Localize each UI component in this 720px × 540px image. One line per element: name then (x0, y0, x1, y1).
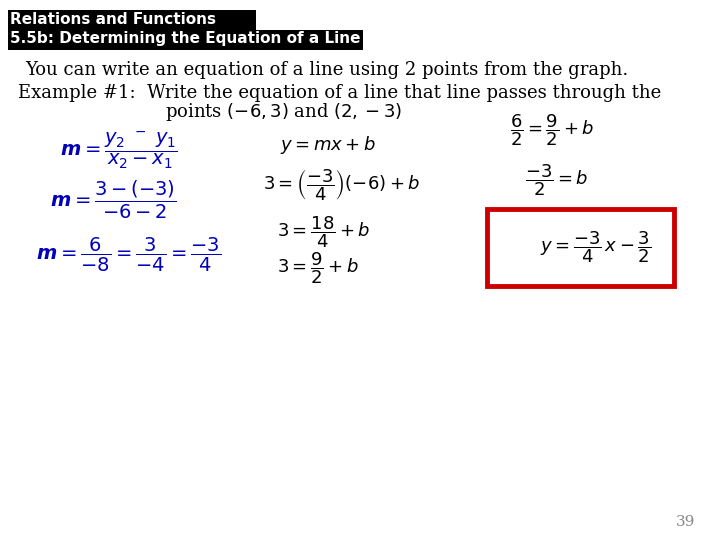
Text: 39: 39 (675, 515, 695, 529)
Text: $\dfrac{-3}{2} = b$: $\dfrac{-3}{2} = b$ (525, 162, 588, 198)
Bar (8, 10, 256, 30)
Text: Relations and Functions: Relations and Functions (10, 11, 216, 26)
Text: $y = mx + b$: $y = mx + b$ (280, 134, 376, 156)
Text: $3 = \dfrac{18}{4} + b$: $3 = \dfrac{18}{4} + b$ (277, 214, 370, 250)
Text: $3 = \left(\dfrac{-3}{4}\right)(-6) + b$: $3 = \left(\dfrac{-3}{4}\right)(-6) + b$ (263, 167, 420, 203)
Text: 5.5b: Determining the Equation of a Line: 5.5b: Determining the Equation of a Line (10, 31, 361, 46)
Text: $\boldsymbol{m} = \dfrac{3-(-3)}{-6-2}$: $\boldsymbol{m} = \dfrac{3-(-3)}{-6-2}$ (50, 179, 176, 221)
Text: $\boldsymbol{m} = \dfrac{6}{-8} = \dfrac{3}{-4} = \dfrac{-3}{4}$: $\boldsymbol{m} = \dfrac{6}{-8} = \dfrac… (36, 236, 221, 274)
Text: points $(-6, 3)$ and $(2, -3)$: points $(-6, 3)$ and $(2, -3)$ (165, 101, 402, 123)
Text: You can write an equation of a line using 2 points from the graph.: You can write an equation of a line usin… (25, 61, 629, 79)
Text: $y = \dfrac{-3}{4}\,x - \dfrac{3}{2}$: $y = \dfrac{-3}{4}\,x - \dfrac{3}{2}$ (540, 229, 651, 265)
Text: $3 = \dfrac{9}{2} + b$: $3 = \dfrac{9}{2} + b$ (277, 250, 359, 286)
Text: Example #1:  Write the equation of a line that line passes through the: Example #1: Write the equation of a line… (18, 84, 661, 102)
Text: $\boldsymbol{m} = \dfrac{y_2\ ^-\ y_1}{x_2 - x_1}$: $\boldsymbol{m} = \dfrac{y_2\ ^-\ y_1}{x… (60, 130, 178, 171)
Text: $\dfrac{6}{2} = \dfrac{9}{2} + b$: $\dfrac{6}{2} = \dfrac{9}{2} + b$ (510, 112, 594, 148)
Bar (8, 30, 363, 50)
FancyBboxPatch shape (487, 209, 674, 286)
